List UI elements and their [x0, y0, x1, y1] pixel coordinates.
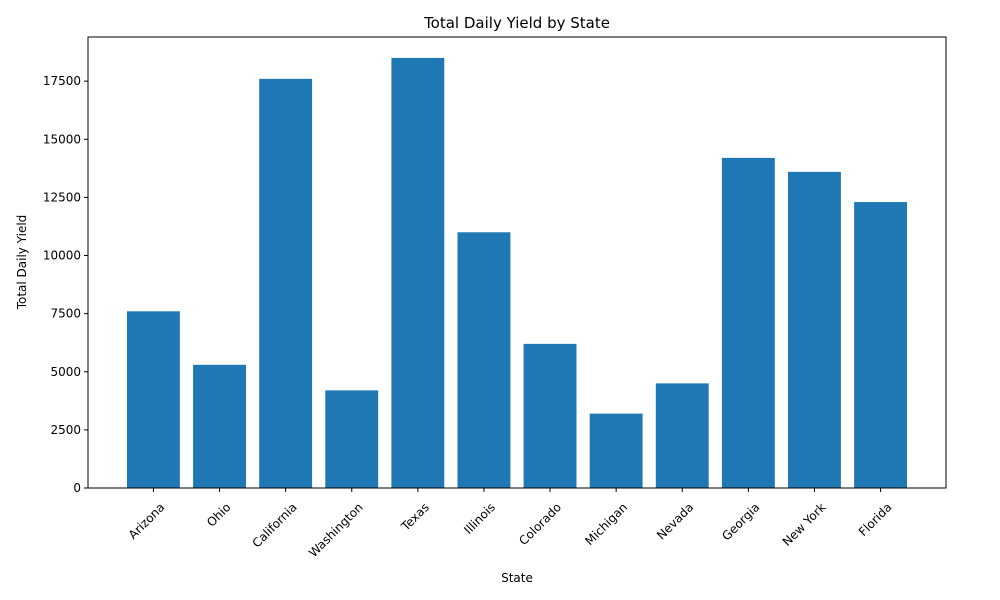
y-tick-label: 0: [73, 481, 81, 495]
y-tick-label: 7500: [50, 307, 81, 321]
x-tick-label: Nevada: [654, 500, 696, 542]
x-tick-label: Georgia: [719, 500, 762, 543]
plot-frame: [87, 36, 947, 489]
bar-california: [259, 78, 313, 488]
x-tick-label: California: [250, 500, 300, 550]
y-tick-label: 2500: [50, 423, 81, 437]
y-tick-label: 15000: [43, 132, 81, 146]
x-tick-label: Illinois: [461, 500, 498, 537]
y-axis-ticks: 0 2500 5000 7500 10000 12500 15000 17500: [43, 74, 88, 495]
bar-illinois: [457, 232, 511, 488]
y-axis-label: Total Daily Yield: [15, 215, 29, 311]
bar-ohio: [193, 364, 246, 488]
bar-colorado: [523, 343, 577, 488]
bar-washington: [325, 390, 379, 488]
y-tick-label: 12500: [43, 190, 81, 204]
bar-nevada: [655, 383, 709, 488]
y-tick-label: 10000: [43, 249, 81, 263]
bar-michigan: [589, 413, 643, 488]
bar-florida: [854, 202, 907, 488]
bar-new-york: [788, 171, 841, 488]
x-tick-label: Texas: [398, 500, 432, 534]
chart-title: Total Daily Yield by State: [423, 14, 610, 32]
x-axis-ticks: Arizona Ohio California Washington Texas Illi…: [126, 488, 895, 560]
y-tick-label: 17500: [43, 74, 81, 88]
x-tick-label: Florida: [856, 500, 895, 539]
y-tick-label: 5000: [50, 365, 81, 379]
x-tick-label: Michigan: [582, 500, 630, 548]
x-tick-label: Arizona: [126, 500, 168, 542]
bar-georgia: [721, 157, 775, 488]
x-tick-label: Washington: [306, 500, 366, 560]
bar-texas: [391, 57, 445, 489]
x-tick-label: Ohio: [204, 500, 234, 530]
x-tick-label: New York: [780, 500, 829, 549]
bar-arizona: [127, 311, 180, 488]
x-axis-label: State: [501, 571, 533, 585]
x-tick-label: Colorado: [516, 500, 564, 548]
bars-group: [127, 57, 907, 489]
